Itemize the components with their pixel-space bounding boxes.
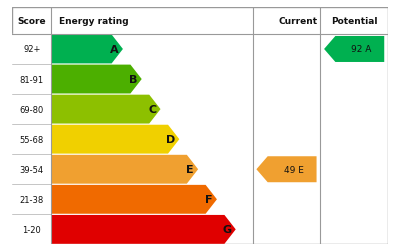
Text: A: A	[110, 45, 119, 55]
Polygon shape	[52, 95, 160, 124]
Text: 69-80: 69-80	[20, 105, 44, 114]
Text: B: B	[129, 75, 138, 85]
Polygon shape	[324, 37, 384, 63]
Polygon shape	[52, 215, 236, 244]
Text: 1-20: 1-20	[22, 225, 41, 234]
Polygon shape	[52, 65, 142, 94]
Text: F: F	[205, 195, 212, 204]
Polygon shape	[52, 125, 179, 154]
Text: 92 A: 92 A	[352, 45, 372, 54]
Text: 81-91: 81-91	[20, 75, 44, 84]
Text: 55-68: 55-68	[20, 135, 44, 144]
Text: 49 E: 49 E	[284, 165, 304, 174]
Polygon shape	[52, 185, 217, 214]
Text: 39-54: 39-54	[20, 165, 44, 174]
Text: E: E	[186, 165, 194, 175]
Polygon shape	[256, 157, 316, 182]
Text: G: G	[223, 225, 232, 234]
Text: Score: Score	[18, 17, 46, 26]
Text: Potential: Potential	[331, 17, 378, 26]
Text: Current: Current	[278, 17, 317, 26]
Text: D: D	[166, 135, 176, 145]
Polygon shape	[52, 35, 123, 64]
Text: 21-38: 21-38	[20, 195, 44, 204]
Polygon shape	[52, 155, 198, 184]
Text: C: C	[148, 105, 156, 115]
Text: Energy rating: Energy rating	[59, 17, 129, 26]
Text: 92+: 92+	[23, 45, 40, 54]
